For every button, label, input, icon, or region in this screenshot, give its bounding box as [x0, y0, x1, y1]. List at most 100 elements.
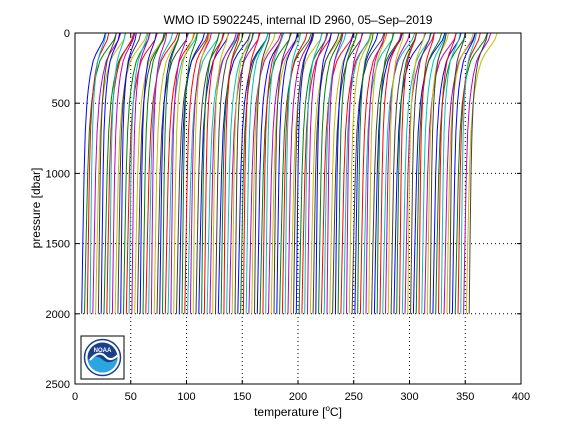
profile-line — [262, 32, 283, 314]
profile-line — [265, 32, 284, 314]
profile-line — [170, 32, 189, 314]
profile-line — [432, 32, 462, 314]
profile-line — [304, 32, 323, 314]
profile-line — [438, 32, 457, 314]
logo-gull — [89, 352, 118, 361]
profile-line — [457, 32, 481, 314]
profile-line — [242, 32, 260, 314]
profile-line — [298, 32, 329, 314]
profile-line — [332, 32, 364, 314]
profile-line — [421, 32, 447, 314]
profile-line — [449, 32, 466, 314]
profile-line — [142, 32, 165, 314]
profile-line — [329, 32, 358, 314]
profile-line — [276, 32, 298, 314]
profile-line — [81, 32, 106, 314]
profile-line — [189, 32, 212, 314]
profile-line — [245, 32, 269, 314]
profile-line — [95, 32, 127, 314]
x-axis-label: temperature [oC] — [254, 404, 342, 419]
profile-line — [429, 32, 447, 314]
profile-line — [173, 32, 195, 314]
x-axis-label-prefix: temperature [ — [254, 405, 326, 419]
profile-line — [156, 32, 189, 314]
profile-line — [418, 32, 435, 314]
x-tick-label: 400 — [512, 391, 530, 403]
x-axis-label-degree: o — [325, 404, 330, 413]
profile-line — [111, 32, 136, 314]
profile-line — [284, 32, 301, 314]
profile-line — [139, 32, 157, 314]
chart-title: WMO ID 5902245, internal ID 2960, 05–Sep… — [164, 13, 433, 27]
profile-line — [215, 32, 239, 314]
profile-line — [387, 32, 405, 314]
profile-line — [368, 32, 387, 314]
profile-line — [270, 32, 301, 314]
profile-line — [326, 32, 344, 314]
x-tick-label: 350 — [456, 391, 474, 403]
profile-line — [167, 32, 198, 314]
profile-line — [399, 32, 417, 314]
profile-line — [181, 32, 198, 314]
profile-line — [407, 32, 426, 314]
profile-line — [164, 32, 196, 314]
profile-line — [446, 32, 474, 314]
profile-line — [379, 32, 402, 314]
profile-line — [228, 32, 261, 314]
profile-lines — [81, 32, 498, 314]
profile-line — [150, 32, 168, 314]
profile-line — [390, 32, 417, 314]
profile-line — [195, 32, 225, 314]
profile-line — [153, 32, 181, 314]
profile-line — [365, 32, 386, 314]
profile-line — [184, 32, 210, 314]
axes: 0 50 100 150 200 250 300 350 400 0 500 1000 1500 2000… — [46, 28, 531, 403]
profile-line — [97, 32, 117, 314]
profile-line — [460, 32, 477, 314]
profile-line — [465, 32, 498, 314]
x-tick-label: 0 — [72, 391, 78, 403]
profile-line — [362, 32, 395, 314]
y-tick-label: 2500 — [46, 379, 70, 391]
profile-line — [254, 32, 271, 314]
profile-line — [100, 32, 121, 314]
profile-line — [268, 32, 299, 314]
profile-line — [463, 32, 492, 314]
profile-line — [348, 32, 373, 314]
profile-line — [212, 32, 229, 314]
profile-line — [131, 32, 150, 314]
profile-line — [240, 32, 269, 314]
profile-line — [295, 32, 314, 314]
profile-line — [206, 32, 239, 314]
profile-line — [231, 32, 252, 314]
profile-line — [201, 32, 220, 314]
noaa-logo: NOAA — [80, 335, 125, 380]
profile-line — [435, 32, 467, 314]
y-tick-label: 1000 — [46, 168, 70, 180]
profile-line — [318, 32, 343, 314]
grid-lines — [75, 33, 521, 384]
profile-line — [92, 32, 122, 314]
profile-line — [357, 32, 374, 314]
y-tick-label: 2000 — [46, 309, 70, 321]
profile-line — [426, 32, 449, 314]
profile-line — [301, 32, 332, 314]
logo-text: NOAA — [94, 348, 112, 354]
profile-line — [89, 32, 107, 314]
profile-line — [451, 32, 476, 314]
x-tick-label: 300 — [400, 391, 418, 403]
profile-line — [315, 32, 332, 314]
y-axis-label: pressure [dbar] — [29, 168, 43, 249]
profile-line — [334, 32, 354, 314]
profile-line — [312, 32, 340, 314]
profile-line — [125, 32, 158, 314]
profile-line — [109, 32, 126, 314]
profile-line — [234, 32, 254, 314]
x-tick-label: 250 — [345, 391, 363, 403]
y-tick-label: 1500 — [46, 239, 70, 251]
profile-line — [290, 32, 323, 314]
profile-line — [86, 32, 110, 314]
profile-line — [203, 32, 224, 314]
